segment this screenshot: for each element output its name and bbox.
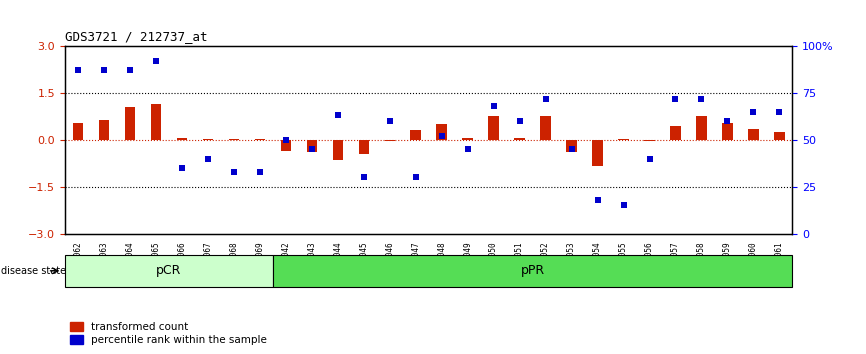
- Bar: [644, 140, 655, 141]
- Bar: [410, 130, 421, 140]
- Bar: [125, 107, 135, 140]
- Bar: [177, 138, 187, 140]
- Bar: [307, 140, 317, 152]
- Point: [461, 147, 475, 152]
- Point: [669, 96, 682, 101]
- Bar: [436, 124, 447, 140]
- Bar: [65, 255, 273, 287]
- Point: [591, 197, 604, 203]
- Bar: [696, 116, 707, 140]
- Bar: [99, 120, 109, 140]
- Point: [409, 175, 423, 180]
- Bar: [514, 138, 525, 140]
- Legend: transformed count, percentile rank within the sample: transformed count, percentile rank withi…: [70, 322, 267, 345]
- Point: [175, 165, 189, 171]
- Point: [71, 68, 85, 73]
- Bar: [203, 139, 213, 140]
- Bar: [385, 140, 395, 141]
- Point: [617, 202, 630, 208]
- Bar: [540, 116, 551, 140]
- Point: [279, 137, 293, 143]
- Text: GDS3721 / 212737_at: GDS3721 / 212737_at: [65, 30, 208, 44]
- Bar: [229, 139, 239, 140]
- Point: [305, 147, 319, 152]
- Point: [746, 109, 760, 115]
- Point: [695, 96, 708, 101]
- Point: [201, 156, 215, 161]
- Point: [772, 109, 786, 115]
- Bar: [73, 122, 83, 140]
- Point: [149, 58, 163, 64]
- Point: [357, 175, 371, 180]
- Point: [227, 169, 241, 175]
- Bar: [618, 139, 629, 140]
- Text: disease state: disease state: [1, 266, 66, 276]
- Point: [513, 118, 527, 124]
- Bar: [566, 140, 577, 152]
- Point: [435, 133, 449, 139]
- Point: [487, 103, 501, 109]
- Point: [383, 118, 397, 124]
- Bar: [281, 140, 291, 151]
- Bar: [359, 140, 369, 154]
- Bar: [273, 255, 792, 287]
- Point: [539, 96, 553, 101]
- Point: [565, 147, 578, 152]
- Bar: [592, 140, 603, 166]
- Bar: [670, 126, 681, 140]
- Bar: [488, 116, 499, 140]
- Point: [97, 68, 111, 73]
- Point: [643, 156, 656, 161]
- Point: [253, 169, 267, 175]
- Text: pCR: pCR: [156, 264, 182, 277]
- Bar: [722, 122, 733, 140]
- Bar: [462, 138, 473, 140]
- Point: [123, 68, 137, 73]
- Text: pPR: pPR: [520, 264, 545, 277]
- Bar: [748, 129, 759, 140]
- Point: [331, 113, 345, 118]
- Point: [721, 118, 734, 124]
- Bar: [255, 139, 265, 140]
- Bar: [774, 132, 785, 140]
- Bar: [333, 140, 343, 160]
- Bar: [151, 104, 161, 140]
